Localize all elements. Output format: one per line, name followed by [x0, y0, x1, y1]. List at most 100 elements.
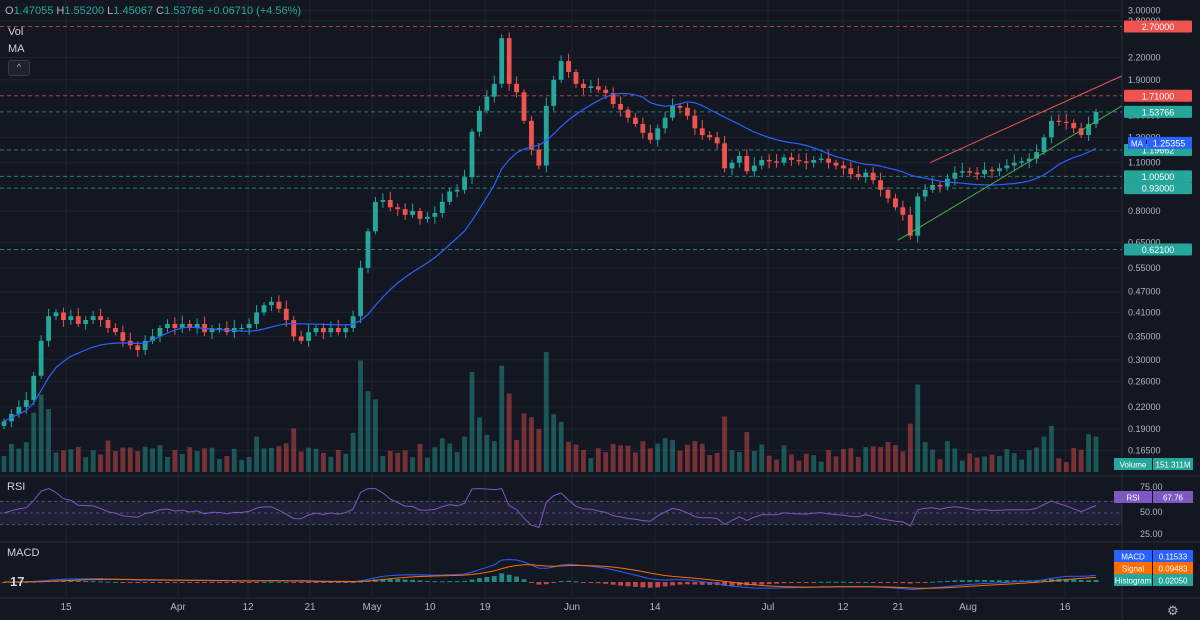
candle-body: [751, 165, 757, 172]
level-price-text: 1.00500: [1142, 172, 1175, 182]
volume-bar: [751, 451, 757, 472]
ohlc-readout: O1.47055 H1.55200 L1.45067 C1.53766 +0.0…: [5, 5, 302, 17]
volume-bar: [685, 444, 690, 472]
rsi-value-text: 67.76: [1163, 494, 1184, 503]
macd-histogram-bar: [907, 582, 913, 584]
macd-histogram-bar: [417, 580, 423, 582]
macd-histogram-bar: [269, 581, 274, 583]
macd-histogram-bar: [291, 582, 297, 583]
macd-histogram-bar: [803, 582, 809, 583]
volume-name-text: Volume: [1120, 461, 1147, 470]
candle-body: [1078, 128, 1084, 136]
volume-bar: [1011, 453, 1017, 472]
candle-body: [744, 155, 750, 172]
ma-name-text: MA: [1131, 139, 1144, 148]
candle-body: [23, 400, 29, 407]
volume-bar: [1004, 449, 1010, 472]
level-price-text: 1.53766: [1142, 107, 1175, 117]
macd-histogram-bar: [380, 578, 386, 582]
macd-histogram-bar: [217, 582, 222, 583]
macd-histogram-bar: [536, 582, 542, 585]
candle-body: [439, 201, 445, 213]
price-tick-label: 1.10000: [1128, 158, 1161, 168]
macd-histogram-bar: [1071, 579, 1077, 582]
candle-body: [254, 312, 259, 324]
macd-histogram-bar: [989, 580, 995, 582]
volume-bar: [432, 447, 438, 472]
volume-bar: [477, 417, 482, 472]
candle-body: [276, 301, 282, 309]
candle-body: [581, 83, 586, 89]
volume-bar: [90, 450, 96, 472]
volume-bar: [469, 372, 475, 472]
macd-name-text: MACD: [1121, 553, 1145, 562]
candle-body: [120, 332, 126, 341]
macd-histogram-bar: [358, 581, 363, 583]
candle-body: [454, 189, 460, 192]
macd-histogram-bar: [179, 582, 185, 583]
volume-bar: [855, 456, 861, 472]
macd-histogram-bar: [982, 580, 987, 582]
volume-bar: [640, 441, 646, 472]
macd-histogram-bar: [335, 582, 341, 583]
volume-bar: [387, 450, 393, 472]
date-tick-label: 19: [479, 602, 491, 613]
macd-histogram-bar: [68, 580, 74, 582]
candle-body: [506, 38, 512, 84]
vol-legend[interactable]: Vol: [8, 26, 24, 38]
macd-histogram-bar: [187, 582, 193, 583]
candle-body: [543, 105, 549, 166]
volume-bar: [491, 441, 497, 472]
candle-body: [402, 209, 408, 215]
macd-histogram-bar: [410, 579, 415, 582]
candle-body: [328, 328, 334, 333]
ma-legend[interactable]: MA: [8, 43, 25, 55]
macd-histogram-bar: [209, 582, 215, 583]
volume-bar: [803, 453, 809, 472]
date-tick-label: 21: [304, 602, 316, 613]
volume-bar: [558, 421, 564, 472]
rsi-tick-label: 25.00: [1140, 529, 1163, 539]
macd-value-tag: [1153, 550, 1193, 562]
candle-body: [536, 149, 542, 166]
macd-histogram-bar: [670, 582, 675, 586]
macd-histogram-bar: [841, 581, 846, 583]
volume-bar: [120, 447, 126, 472]
candle-body: [1011, 162, 1017, 166]
volume-bar: [796, 460, 802, 472]
volume-bar: [142, 446, 148, 472]
volume-bar: [707, 455, 713, 472]
candle-body: [766, 159, 772, 162]
candle-body: [261, 305, 267, 313]
macd-histogram-bar: [165, 582, 170, 583]
gear-icon[interactable]: ⚙: [1167, 603, 1179, 618]
volume-bar: [209, 447, 215, 472]
trend-support-line: [897, 105, 1123, 241]
volume-bar: [172, 450, 178, 472]
macd-histogram-bar: [1049, 579, 1054, 582]
volume-bar: [521, 413, 527, 472]
candle-body: [781, 157, 787, 163]
price-tick-label: 0.55000: [1128, 263, 1161, 273]
volume-bar: [484, 434, 490, 472]
macd-histogram-bar: [581, 582, 586, 583]
level-price-tag: [1124, 89, 1192, 102]
macd-histogram-bar: [283, 581, 289, 583]
candle-body: [172, 323, 178, 329]
candle-body: [239, 328, 245, 330]
collapse-legend-button[interactable]: ^: [8, 60, 30, 76]
rsi-name-tag: [1114, 491, 1152, 503]
candle-body: [1041, 137, 1047, 153]
volume-bar: [417, 444, 423, 472]
candle-body: [633, 117, 638, 124]
macd-histogram-bar: [610, 582, 616, 585]
macd-histogram-bar: [707, 582, 713, 585]
macd-histogram-bar: [506, 574, 512, 582]
volume-bar: [98, 454, 103, 472]
candle-body: [83, 320, 89, 324]
volume-bar: [1086, 434, 1091, 472]
candle-body: [343, 328, 349, 333]
macd-histogram-bar: [974, 580, 980, 582]
macd-histogram-bar: [1086, 580, 1091, 582]
